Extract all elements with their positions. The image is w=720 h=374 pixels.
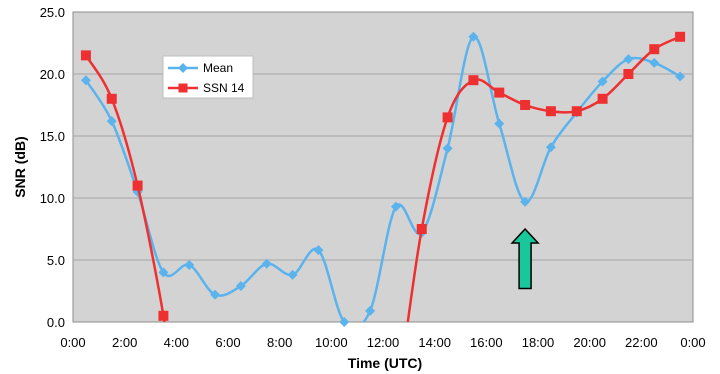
data-point-mean — [80, 75, 91, 86]
y-tick-label: 0.0 — [47, 315, 65, 330]
data-point-mean — [623, 54, 634, 65]
data-point-ssn-14 — [520, 100, 531, 110]
data-point-mean — [339, 317, 350, 327]
x-tick-label: 16:00 — [470, 335, 503, 350]
arrow-up-icon — [510, 227, 540, 290]
data-point-mean — [442, 143, 453, 154]
x-tick-label: 14:00 — [418, 335, 451, 350]
data-point-mean — [261, 258, 272, 269]
data-point-mean — [675, 71, 686, 82]
data-point-mean — [597, 76, 608, 87]
y-tick-label: 15.0 — [40, 129, 65, 144]
y-axis-title: SNR (dB) — [12, 136, 28, 197]
y-tick-label: 20.0 — [40, 67, 65, 82]
x-tick-label: 20:00 — [573, 335, 606, 350]
data-point-mean — [390, 201, 401, 212]
annotation-arrow — [510, 227, 540, 290]
y-tick-label: 5.0 — [47, 253, 65, 268]
legend-marker-ssn14 — [178, 83, 188, 93]
y-tick-labels: 0.0 5.0 10.0 15.0 20.0 25.0 — [40, 5, 65, 330]
data-point-ssn-14 — [494, 87, 505, 98]
data-point-ssn-14 — [132, 180, 143, 191]
x-tick-label: 10:00 — [315, 335, 348, 350]
x-tick-label: 18:00 — [522, 335, 555, 350]
data-point-ssn-14 — [80, 50, 91, 61]
x-tick-label: 6:00 — [215, 335, 240, 350]
x-tick-label: 8:00 — [267, 335, 292, 350]
data-point-mean — [313, 245, 324, 256]
data-point-mean — [545, 142, 556, 153]
series-group — [80, 31, 686, 327]
x-axis-title: Time (UTC) — [348, 355, 422, 371]
legend-label-mean: Mean — [203, 61, 233, 75]
data-point-ssn-14 — [623, 69, 634, 79]
legend-box — [162, 55, 254, 99]
data-point-ssn-14 — [649, 44, 660, 55]
x-tick-label: 12:00 — [367, 335, 400, 350]
data-point-ssn-14 — [675, 31, 686, 42]
data-point-ssn-14 — [106, 93, 117, 104]
x-tick-label: 0:00 — [680, 335, 705, 350]
x-tick-label: 2:00 — [112, 335, 137, 350]
legend-marker-mean — [178, 63, 188, 73]
data-point-mean — [649, 57, 660, 68]
data-point-mean — [365, 305, 376, 316]
data-point-ssn-14 — [468, 75, 479, 86]
x-tick-label: 0:00 — [60, 335, 85, 350]
data-point-mean — [287, 269, 298, 280]
data-point-mean — [106, 116, 117, 127]
legend-label-ssn14: SSN 14 — [203, 81, 245, 95]
data-point-ssn-14 — [597, 93, 608, 104]
x-tick-label: 4:00 — [164, 335, 189, 350]
y-tick-label: 25.0 — [40, 5, 65, 20]
x-tick-labels: 0:00 2:00 4:00 6:00 8:00 10:00 12:00 14:00 16:00… — [60, 335, 705, 350]
data-point-mean — [468, 31, 479, 42]
data-point-ssn-14 — [545, 106, 556, 117]
data-point-ssn-14 — [442, 112, 453, 123]
data-point-mean — [158, 267, 169, 278]
y-tick-label: 10.0 — [40, 191, 65, 206]
legend: Mean SSN 14 — [162, 55, 254, 99]
data-point-ssn-14 — [571, 106, 582, 117]
data-point-ssn-14 — [158, 310, 169, 321]
data-point-mean — [184, 259, 195, 270]
data-point-ssn-14 — [416, 224, 427, 234]
data-point-mean — [494, 118, 505, 129]
x-tick-label: 22:00 — [625, 335, 658, 350]
data-point-mean — [210, 289, 221, 300]
data-point-mean — [235, 281, 246, 292]
data-point-mean — [520, 196, 531, 207]
